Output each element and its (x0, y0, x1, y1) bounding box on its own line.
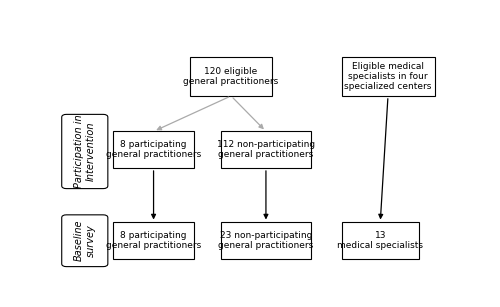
Text: Eligible medical
specialists in four
specialized centers: Eligible medical specialists in four spe… (344, 61, 432, 91)
FancyBboxPatch shape (62, 115, 108, 188)
Text: 13
medical specialists: 13 medical specialists (337, 231, 423, 251)
Text: 112 non-participating
general practitioners: 112 non-participating general practition… (217, 140, 315, 159)
Text: 23 non-participating
general practitioners: 23 non-participating general practitione… (218, 231, 314, 251)
Text: Baseline
survey: Baseline survey (74, 220, 96, 262)
Bar (113, 222, 194, 259)
Bar (113, 131, 194, 168)
Bar (222, 222, 310, 259)
Text: 8 participating
general practitioners: 8 participating general practitioners (106, 231, 201, 251)
Bar (190, 57, 272, 96)
Bar (342, 57, 434, 96)
FancyBboxPatch shape (62, 215, 108, 266)
Bar (342, 222, 419, 259)
Text: 120 eligible
general practitioners: 120 eligible general practitioners (184, 67, 278, 86)
Bar (222, 131, 310, 168)
Text: Participation in
Intervention: Participation in Intervention (74, 115, 96, 188)
Text: 8 participating
general practitioners: 8 participating general practitioners (106, 140, 201, 159)
